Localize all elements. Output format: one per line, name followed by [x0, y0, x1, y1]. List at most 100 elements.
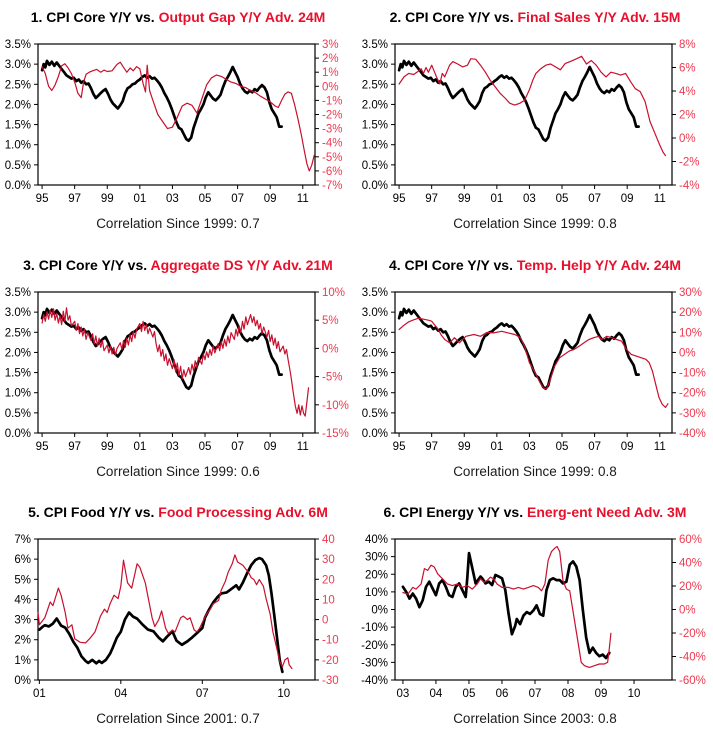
svg-text:-40%: -40% — [361, 675, 388, 687]
svg-text:3.0%: 3.0% — [362, 307, 388, 319]
chart-title: 6. CPI Energy Y/Y vs. Energ-ent Need Adv… — [357, 504, 713, 520]
svg-text:3.5%: 3.5% — [5, 287, 31, 299]
svg-text:-10%: -10% — [679, 368, 706, 380]
svg-text:2.5%: 2.5% — [362, 79, 388, 91]
svg-text:04: 04 — [430, 688, 443, 700]
svg-text:0%: 0% — [14, 675, 31, 687]
svg-text:1.5%: 1.5% — [5, 120, 31, 132]
svg-text:2.0%: 2.0% — [5, 99, 31, 111]
svg-text:1%: 1% — [14, 655, 31, 667]
svg-text:3.0%: 3.0% — [5, 307, 31, 319]
chart-plot: 3.5% 3.0% 2.5% 2.0% 1.5% 1.0% 0.5% 0.0% 8% 6% 4% 2%… — [362, 39, 700, 205]
svg-text:07: 07 — [231, 193, 244, 205]
svg-text:0%: 0% — [679, 133, 696, 145]
svg-text:07: 07 — [529, 688, 542, 700]
chart-plot: 3.5% 3.0% 2.5% 2.0% 1.5% 1.0% 0.5% 0.0% 3% 2% 1% 0%… — [5, 39, 343, 205]
svg-text:0%: 0% — [322, 81, 339, 93]
svg-text:97: 97 — [68, 441, 81, 453]
svg-text:-60%: -60% — [679, 675, 706, 687]
svg-text:20%: 20% — [679, 307, 702, 319]
svg-text:-20%: -20% — [361, 640, 388, 652]
chart-title-red: Temp. Help Y/Y Adv. 24M — [516, 257, 682, 273]
svg-text:10%: 10% — [365, 587, 388, 599]
svg-text:97: 97 — [425, 441, 438, 453]
svg-text:99: 99 — [458, 441, 471, 453]
svg-text:2%: 2% — [14, 635, 31, 647]
svg-text:01: 01 — [33, 688, 46, 700]
chart-panel-6: 6. CPI Energy Y/Y vs. Energ-ent Need Adv… — [357, 495, 713, 742]
svg-text:-30: -30 — [322, 675, 339, 687]
svg-text:1.0%: 1.0% — [5, 140, 31, 152]
chart-panel-2: 2. CPI Core Y/Y vs. Final Sales Y/Y Adv.… — [357, 0, 713, 247]
svg-text:3%: 3% — [14, 615, 31, 627]
svg-text:1.0%: 1.0% — [362, 140, 388, 152]
svg-text:95: 95 — [393, 441, 406, 453]
svg-text:3%: 3% — [322, 39, 339, 51]
svg-text:0%: 0% — [322, 343, 339, 355]
svg-text:03: 03 — [523, 193, 536, 205]
svg-text:-40%: -40% — [679, 652, 706, 664]
chart-title-black: 2. CPI Core Y/Y vs. — [389, 9, 518, 25]
svg-text:20%: 20% — [679, 581, 702, 593]
chart-title-black: 4. CPI Core Y/Y vs. — [388, 257, 517, 273]
svg-text:10%: 10% — [679, 327, 702, 339]
svg-text:2.5%: 2.5% — [362, 327, 388, 339]
svg-text:3.0%: 3.0% — [362, 59, 388, 71]
svg-text:40%: 40% — [365, 534, 388, 546]
svg-text:05: 05 — [556, 441, 569, 453]
svg-text:-3%: -3% — [322, 124, 342, 136]
svg-text:11: 11 — [297, 193, 309, 205]
svg-text:10: 10 — [322, 594, 335, 606]
svg-text:-2%: -2% — [679, 157, 699, 169]
svg-text:2.5%: 2.5% — [5, 79, 31, 91]
svg-text:03: 03 — [166, 441, 179, 453]
svg-text:09: 09 — [621, 193, 634, 205]
svg-text:95: 95 — [36, 441, 49, 453]
svg-text:07: 07 — [588, 193, 601, 205]
svg-text:40%: 40% — [679, 558, 702, 570]
chart-title-red: Food Processing Adv. 6M — [158, 504, 328, 520]
chart-caption: Correlation Since 2003: 0.8 — [453, 711, 617, 726]
svg-text:0.0%: 0.0% — [5, 180, 31, 192]
svg-text:5%: 5% — [14, 574, 31, 586]
svg-text:99: 99 — [458, 193, 471, 205]
svg-text:7%: 7% — [14, 534, 31, 546]
svg-text:60%: 60% — [679, 534, 702, 546]
svg-text:03: 03 — [523, 441, 536, 453]
chart-caption: Correlation Since 1999: 0.6 — [96, 464, 260, 479]
svg-text:2.5%: 2.5% — [5, 327, 31, 339]
svg-text:-10: -10 — [322, 635, 339, 647]
svg-text:-10%: -10% — [322, 400, 349, 412]
svg-text:-15%: -15% — [322, 428, 349, 440]
svg-text:0%: 0% — [371, 605, 388, 617]
svg-text:4%: 4% — [14, 594, 31, 606]
svg-text:3.0%: 3.0% — [5, 59, 31, 71]
svg-text:-6%: -6% — [322, 166, 342, 178]
svg-text:0.0%: 0.0% — [5, 428, 31, 440]
chart-panel-4: 4. CPI Core Y/Y vs. Temp. Help Y/Y Adv. … — [357, 248, 713, 495]
chart-title-black: 6. CPI Energy Y/Y vs. — [383, 504, 527, 520]
svg-text:1.0%: 1.0% — [5, 388, 31, 400]
svg-text:01: 01 — [133, 441, 146, 453]
svg-text:04: 04 — [114, 688, 127, 700]
svg-text:03: 03 — [397, 688, 410, 700]
svg-text:0: 0 — [322, 615, 328, 627]
svg-text:-30%: -30% — [361, 657, 388, 669]
svg-text:-10%: -10% — [361, 622, 388, 634]
chart-title-black: 5. CPI Food Y/Y vs. — [28, 504, 159, 520]
svg-text:05: 05 — [463, 688, 476, 700]
chart-title: 4. CPI Core Y/Y vs. Temp. Help Y/Y Adv. … — [357, 257, 713, 273]
svg-text:-7%: -7% — [322, 180, 342, 192]
svg-text:0.0%: 0.0% — [362, 180, 388, 192]
svg-text:2.0%: 2.0% — [362, 99, 388, 111]
svg-text:0%: 0% — [679, 347, 696, 359]
svg-text:6%: 6% — [14, 554, 31, 566]
svg-text:06: 06 — [496, 688, 509, 700]
svg-text:07: 07 — [588, 441, 601, 453]
svg-text:09: 09 — [621, 441, 634, 453]
svg-text:07: 07 — [196, 688, 209, 700]
chart-title-black: 1. CPI Core Y/Y vs. — [30, 9, 159, 25]
svg-text:99: 99 — [101, 193, 114, 205]
svg-text:09: 09 — [264, 193, 277, 205]
svg-text:-30%: -30% — [679, 408, 706, 420]
